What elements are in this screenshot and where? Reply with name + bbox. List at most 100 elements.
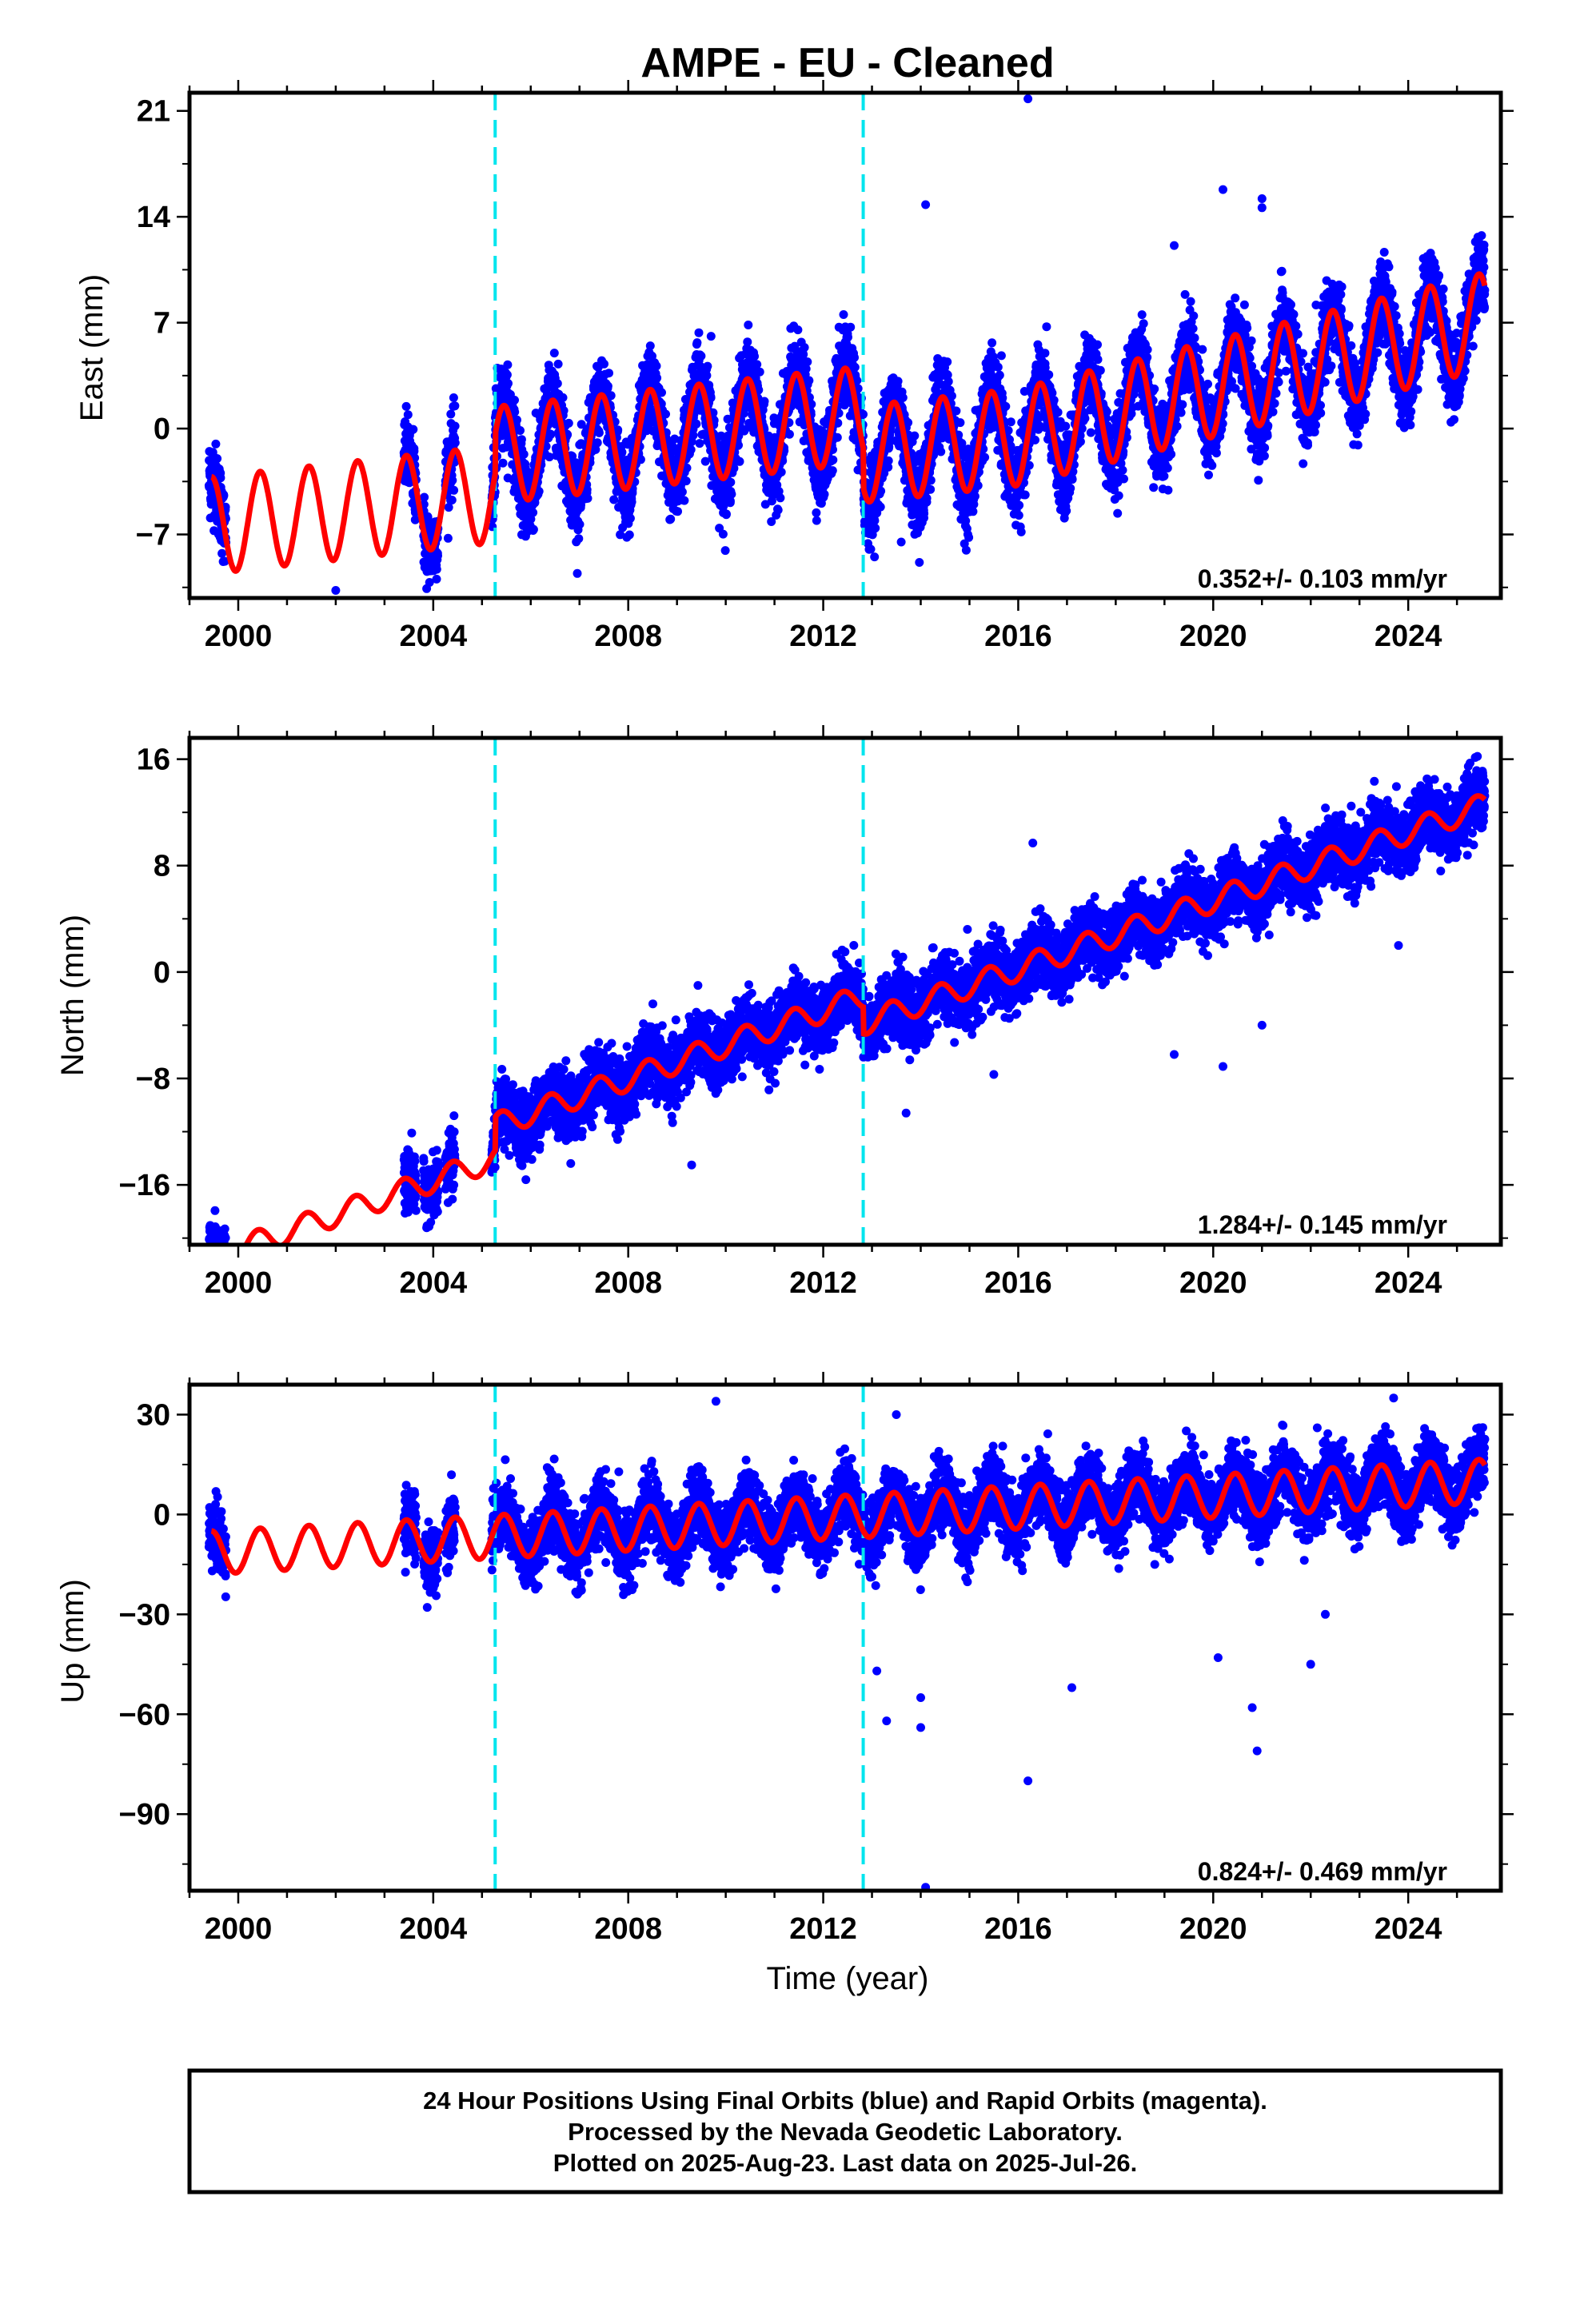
east-data-point — [1015, 501, 1023, 510]
east-data-point — [402, 402, 411, 411]
east-data-point — [1044, 370, 1053, 379]
east-data-point — [503, 370, 512, 379]
east-data-point — [722, 509, 731, 518]
east-data-point — [1050, 396, 1059, 405]
east-data-point — [420, 493, 429, 502]
east-data-point — [652, 373, 661, 382]
east-data-point — [743, 337, 752, 346]
east-data-point — [680, 496, 688, 505]
east-data-point — [851, 363, 860, 372]
east-data-point — [936, 448, 945, 456]
east-data-point — [565, 419, 573, 428]
east-data-point — [1031, 436, 1039, 444]
east-ylabel: East (mm) — [74, 274, 110, 421]
east-data-point — [499, 459, 508, 468]
east-data-point — [628, 497, 636, 506]
east-data-point — [726, 478, 735, 487]
east-data-point — [804, 377, 813, 385]
east-data-point — [446, 410, 455, 419]
east-data-point — [776, 493, 784, 502]
east-data-point — [926, 485, 935, 494]
east-data-point — [997, 351, 1006, 360]
east-data-point — [884, 456, 893, 465]
east-data-point — [626, 514, 635, 523]
east-data-point — [736, 457, 744, 466]
east-data-point — [1076, 437, 1085, 446]
east-data-point — [692, 338, 701, 347]
east-data-point — [1040, 349, 1049, 357]
east-data-point — [503, 361, 512, 369]
east-data-point — [584, 494, 592, 503]
east-data-point — [573, 569, 582, 578]
east-data-point — [211, 440, 220, 448]
east-data-point — [1001, 402, 1010, 411]
east-data-point — [1054, 408, 1063, 417]
east-data-point — [980, 453, 989, 462]
east-data-point — [451, 422, 460, 431]
east-data-point — [1062, 507, 1071, 516]
east-data-point — [661, 410, 670, 419]
east-data-point — [812, 516, 821, 525]
east-data-point — [1093, 341, 1102, 349]
east-data-point — [974, 481, 983, 490]
east-data-point — [559, 393, 568, 402]
east-data-point — [657, 389, 666, 397]
east-data-point — [956, 418, 964, 427]
east-data-point — [703, 362, 712, 371]
east-data-point — [1087, 429, 1095, 437]
east-data-point — [217, 549, 226, 558]
east-data-point — [774, 506, 783, 515]
east-data-point — [1042, 322, 1051, 331]
east-data-point — [803, 357, 812, 366]
east-data-point — [513, 416, 521, 425]
east-data-point — [777, 468, 786, 476]
east-data-point — [894, 377, 903, 385]
east-data-point — [867, 545, 876, 554]
east-data-point — [721, 546, 730, 555]
east-data-point — [871, 524, 880, 532]
east-data-point — [904, 418, 912, 427]
east-data-point — [696, 439, 704, 448]
east-data-point — [1094, 355, 1103, 364]
east-data-point — [876, 503, 885, 512]
east-data-point — [948, 392, 956, 401]
east-data-point — [899, 393, 908, 402]
east-data-point — [617, 448, 626, 456]
east-data-point — [652, 361, 661, 370]
east-data-point — [995, 371, 1004, 380]
east-data-point — [517, 435, 526, 444]
east-data-point — [604, 382, 612, 391]
east-data-point — [828, 466, 837, 475]
east-data-point — [998, 393, 1007, 402]
east-data-point — [604, 369, 613, 377]
east-data-point — [812, 508, 820, 517]
east-data-point — [964, 533, 973, 542]
east-data-point — [943, 357, 952, 366]
east-data-point — [744, 321, 752, 329]
east-data-point — [833, 433, 842, 442]
east-data-point — [433, 565, 441, 574]
east-data-point — [695, 329, 704, 337]
east-data-point — [971, 492, 980, 500]
east-data-point — [451, 438, 460, 447]
east-data-point — [504, 379, 513, 388]
east-data-point — [988, 338, 996, 347]
east-data-point — [1066, 484, 1075, 492]
east-data-point — [820, 490, 829, 499]
east-data-point — [961, 516, 970, 525]
east-data-point — [800, 343, 809, 352]
east-data-point — [850, 353, 859, 362]
east-data-point — [1096, 366, 1105, 375]
east-data-point — [409, 425, 417, 434]
east-data-point — [682, 476, 691, 485]
east-data-point — [687, 445, 696, 454]
east-data-point — [944, 377, 953, 386]
chart-title: AMPE - EU - Cleaned — [640, 40, 1054, 86]
east-data-point — [1007, 417, 1015, 426]
east-data-point — [213, 454, 221, 463]
east-data-point — [609, 496, 618, 504]
east-data-point — [574, 534, 583, 543]
east-data-point — [840, 310, 848, 319]
